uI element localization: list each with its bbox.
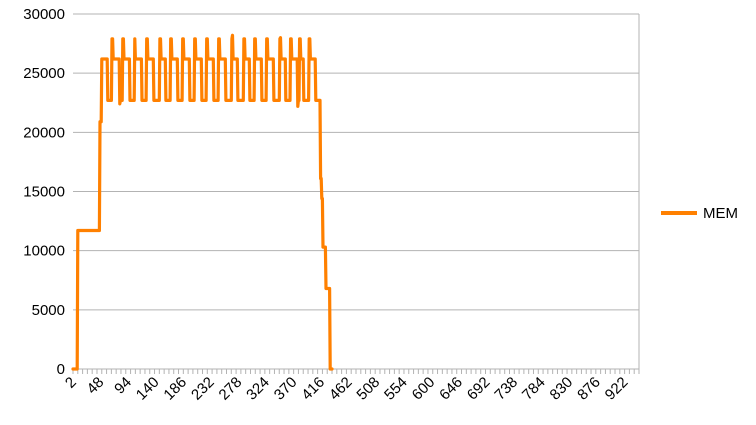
x-tick-label: 692 (464, 374, 494, 404)
y-tick-label: 20000 (23, 124, 65, 141)
legend: MEM (661, 205, 738, 222)
x-tick-label: 2 (62, 374, 80, 392)
y-axis-tick-labels: 0 5000 10000 15000 20000 25000 30000 (23, 6, 65, 378)
y-tick-label: 15000 (23, 184, 65, 201)
gridlines (73, 13, 639, 311)
axes (72, 14, 640, 374)
x-tick-label: 278 (216, 374, 246, 404)
x-tick-label: 784 (519, 374, 549, 404)
x-tick-label: 416 (298, 374, 328, 404)
x-tick-label: 140 (133, 374, 163, 404)
series-layer (71, 33, 334, 371)
x-tick-label: 508 (353, 374, 383, 404)
x-tick-label: 186 (160, 374, 190, 404)
x-tick-label: 94 (111, 374, 135, 398)
y-tick-label: 0 (57, 361, 65, 378)
y-tick-label: 25000 (23, 65, 65, 82)
x-tick-label: 232 (188, 374, 218, 404)
x-tick-label: 738 (491, 374, 521, 404)
y-tick-label: 30000 (23, 6, 65, 23)
x-tick-label: 370 (271, 374, 301, 404)
x-axis-tick-labels: 2 48 9414018623227832437041646250855460064… (62, 374, 632, 404)
x-tick-label: 922 (602, 374, 632, 404)
y-tick-label: 5000 (32, 302, 65, 319)
x-tick-label: 48 (84, 374, 108, 398)
x-tick-label: 646 (436, 374, 466, 404)
x-tick-label: 830 (547, 374, 577, 404)
x-tick-label: 876 (574, 374, 604, 404)
x-tick-label: 324 (243, 374, 273, 404)
x-tick-label: 554 (381, 374, 411, 404)
series-line-mem (71, 33, 334, 371)
x-tick-label: 462 (326, 374, 356, 404)
y-tick-label: 10000 (23, 243, 65, 260)
x-tick-label: 600 (409, 374, 439, 404)
legend-label-mem: MEM (703, 205, 738, 222)
